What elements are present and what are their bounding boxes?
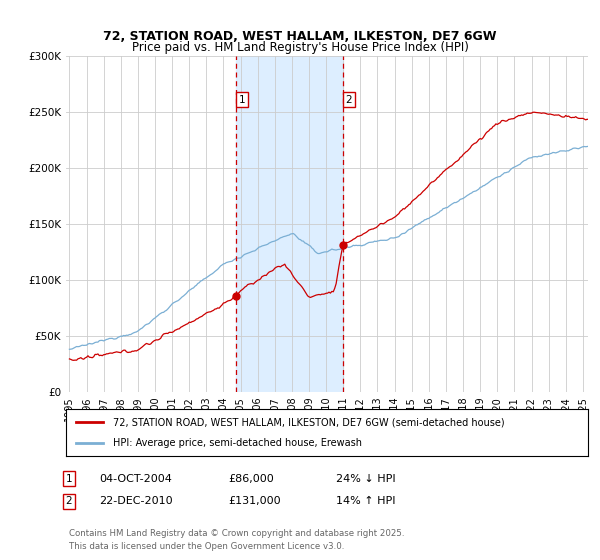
Bar [236, 56, 343, 392]
Text: Price paid vs. HM Land Registry's House Price Index (HPI): Price paid vs. HM Land Registry's House … [131, 41, 469, 54]
Text: 2: 2 [346, 95, 352, 105]
Text: 2: 2 [65, 496, 73, 506]
Text: 72, STATION ROAD, WEST HALLAM, ILKESTON, DE7 6GW (semi-detached house): 72, STATION ROAD, WEST HALLAM, ILKESTON,… [113, 417, 505, 427]
Text: HPI: Average price, semi-detached house, Erewash: HPI: Average price, semi-detached house,… [113, 438, 362, 448]
Text: £131,000: £131,000 [228, 496, 281, 506]
Text: Contains HM Land Registry data © Crown copyright and database right 2025.
This d: Contains HM Land Registry data © Crown c… [69, 529, 404, 550]
Text: 1: 1 [239, 95, 245, 105]
Text: 22-DEC-2010: 22-DEC-2010 [99, 496, 173, 506]
Text: 04-OCT-2004: 04-OCT-2004 [99, 474, 172, 484]
Text: 24% ↓ HPI: 24% ↓ HPI [336, 474, 395, 484]
Text: £86,000: £86,000 [228, 474, 274, 484]
Text: 14% ↑ HPI: 14% ↑ HPI [336, 496, 395, 506]
Text: 1: 1 [65, 474, 73, 484]
Text: 72, STATION ROAD, WEST HALLAM, ILKESTON, DE7 6GW: 72, STATION ROAD, WEST HALLAM, ILKESTON,… [103, 30, 497, 43]
